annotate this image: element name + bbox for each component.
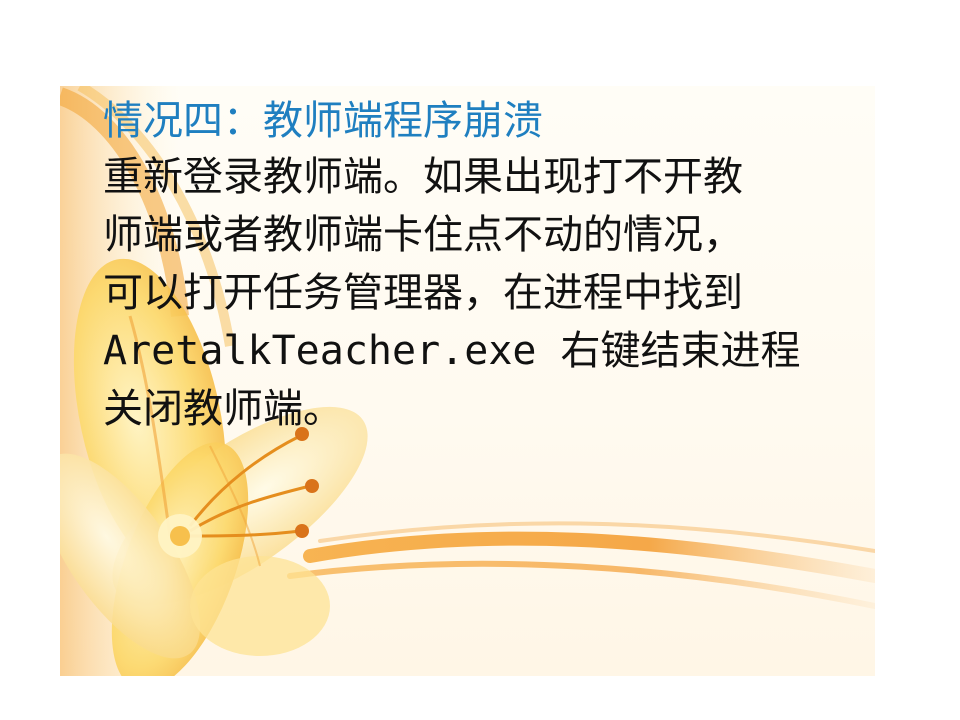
slide-title: 情况四：教师端程序崩溃: [103, 98, 543, 144]
body-line-2: 师端或者教师端卡住点不动的情况，: [103, 212, 743, 258]
background-panel: [60, 86, 875, 676]
body-line-3: 可以打开任务管理器，在进程中找到: [103, 270, 743, 316]
body-line-1: 重新登录教师端。如果出现打不开教: [103, 154, 743, 200]
body-line-5: 关闭教师端。: [103, 386, 343, 432]
text-block: 情况四：教师端程序崩溃 重新登录教师端。如果出现打不开教 师端或者教师端卡住点不…: [103, 94, 883, 438]
body-line-4: AretalkTeacher.exe 右键结束进程: [103, 328, 801, 374]
lily-flower-decoration: [60, 86, 875, 676]
